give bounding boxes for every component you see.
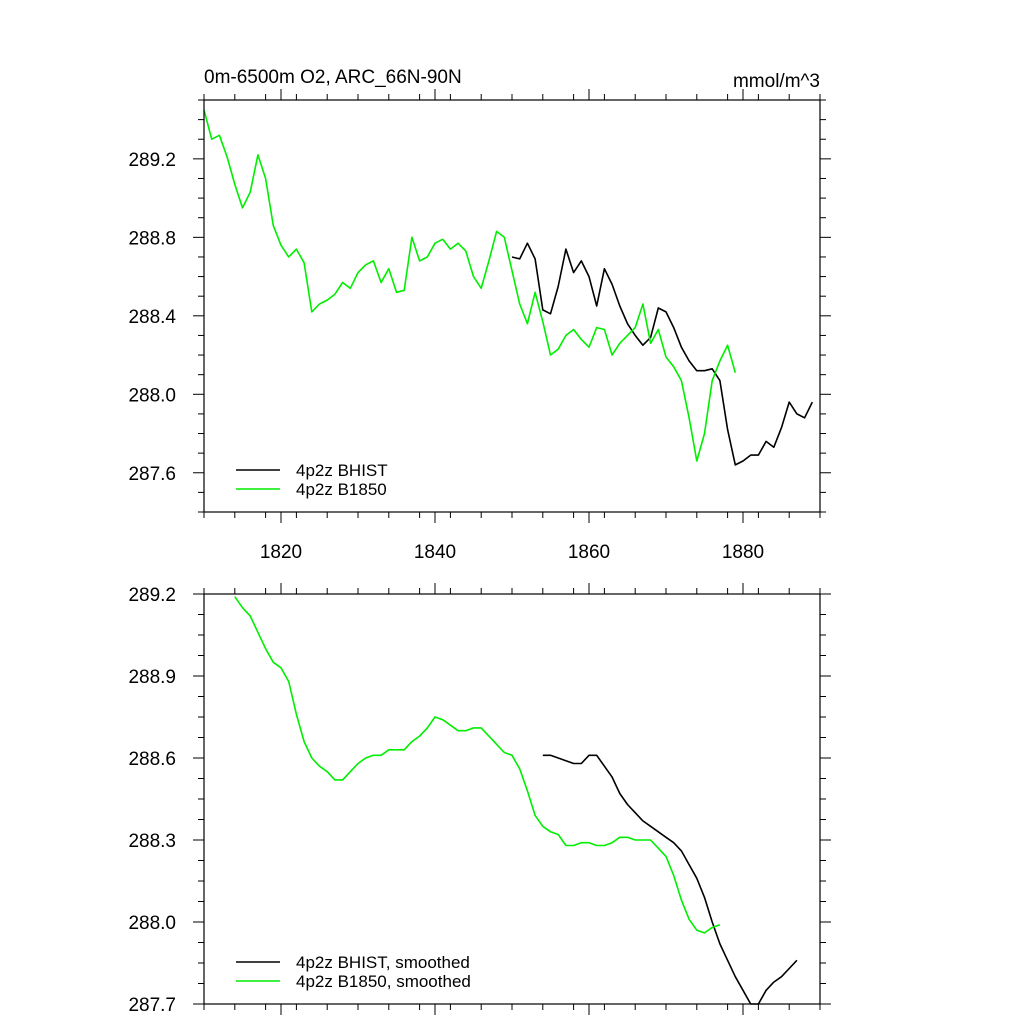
top-panel: 0m-6500m O2, ARC_66N-90N mmol/m^3 1820 18…	[128, 67, 831, 563]
legend-label: 4p2z B1850, smoothed	[296, 972, 471, 991]
top-plot-frame	[203, 99, 821, 513]
y-tick-label: 288.9	[128, 667, 176, 688]
series-line-bhist	[542, 754, 798, 1005]
y-tick-label: 287.6	[128, 464, 176, 485]
chart-title: 0m-6500m O2, ARC_66N-90N	[204, 67, 462, 88]
series-line-bhist	[511, 242, 814, 466]
y-tick-label: 288.6	[128, 749, 176, 770]
y-tick-label: 288.0	[128, 913, 176, 934]
x-tick-label: 1840	[414, 542, 456, 563]
legend-label: 4p2z B1850	[296, 480, 387, 499]
y-tick-label: 288.4	[128, 307, 176, 328]
y-tick-label: 288.8	[128, 228, 176, 249]
bottom-axis-tick-labels: 287.7 288.0 288.3 288.6 288.9 289.2	[128, 585, 176, 1016]
top-axis-ticks	[193, 89, 831, 523]
x-tick-label: 1860	[568, 542, 610, 563]
bottom-series-lines	[234, 596, 798, 1005]
bottom-plot-frame	[203, 593, 821, 1005]
x-tick-label: 1820	[260, 542, 302, 563]
bottom-axis-ticks	[193, 583, 831, 1015]
bottom-panel: 287.7 288.0 288.3 288.6 288.9 289.2 4p2z BHIS…	[128, 583, 831, 1016]
y-tick-label: 287.7	[128, 995, 176, 1016]
y-tick-label: 288.3	[128, 831, 176, 852]
y-tick-label: 288.0	[128, 385, 176, 406]
top-series-lines	[203, 109, 814, 466]
top-axis-tick-labels: 1820 1840 1860 1880 287.6 288.0 288.4 288.8 289.…	[128, 150, 764, 563]
series-line-b1850	[234, 596, 721, 934]
chart-units: mmol/m^3	[733, 71, 820, 92]
y-tick-label: 289.2	[128, 150, 176, 171]
y-tick-label: 289.2	[128, 585, 176, 606]
legend-label: 4p2z BHIST, smoothed	[296, 953, 470, 972]
x-tick-label: 1880	[722, 542, 764, 563]
legend-label: 4p2z BHIST	[296, 461, 388, 480]
series-line-b1850	[203, 109, 737, 462]
